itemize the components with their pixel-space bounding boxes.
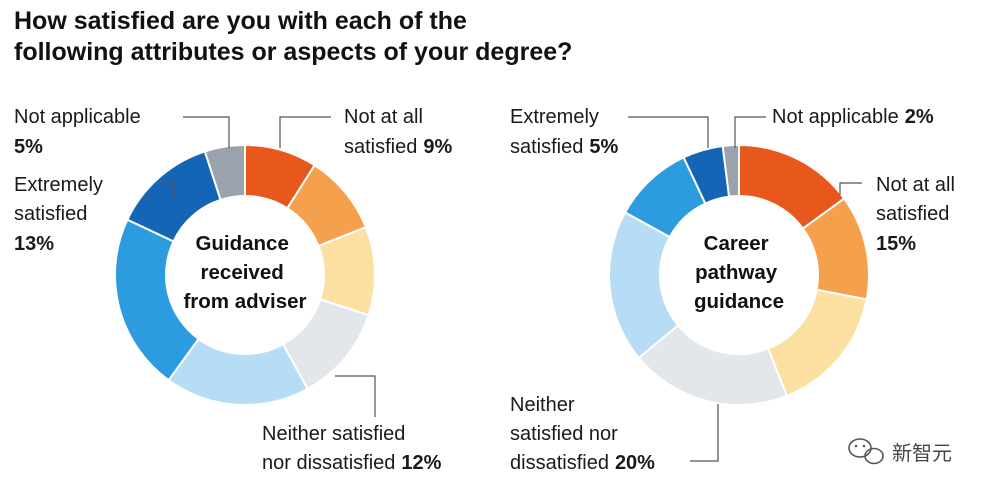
label-not-applicable: Not applicable 2% (772, 106, 934, 128)
donut-slice-not-applicable (721, 143, 740, 198)
label-neither: Neither satisfied nor dissatisfied 12% (262, 423, 442, 474)
donut-slice-not-applicable (203, 143, 246, 202)
leader-line (839, 182, 862, 195)
leader-line (690, 404, 719, 462)
donut-center-label: Guidance received from adviser (183, 232, 306, 313)
leader-line (335, 375, 376, 417)
center-label-line: from adviser (183, 290, 306, 313)
label-not-at-all-satisfied: Not at all satisfied 9% (344, 106, 452, 158)
center-label-line: Guidance (195, 232, 288, 255)
label-neither: Neither satisfied nor dissatisfied 20% (510, 394, 655, 474)
chart-title-line-1: How satisfied are you with each of the (14, 7, 467, 35)
chart-title: How satisfied are you with each of the f… (14, 6, 774, 68)
chart-title-line-2: following attributes or aspects of your … (14, 38, 573, 66)
center-label-line: guidance (694, 290, 784, 313)
leader-line (183, 116, 230, 148)
wechat-icon (848, 438, 884, 465)
leader-line (734, 116, 766, 148)
leader-line (279, 116, 331, 148)
donut-slices (114, 143, 376, 406)
leader-line (160, 182, 176, 197)
label-extremely-satisfied: Extremely satisfied 13% (14, 174, 108, 255)
label-not-at-all-satisfied: Not at all satisfied 15% (876, 174, 961, 255)
leader-line (628, 116, 709, 148)
center-label-line: Career (704, 232, 769, 255)
watermark: 新智元 (848, 438, 952, 465)
donut-slices (608, 143, 870, 406)
donut-center-label: Career pathway guidance (694, 232, 784, 313)
donut-chart-adviser-guidance: Guidance received from adviser (114, 143, 376, 406)
label-not-applicable: Not applicable 5% (14, 106, 146, 158)
donut-chart-career-pathway: Career pathway guidance (608, 143, 870, 406)
label-extremely-satisfied: Extremely satisfied 5% (510, 106, 618, 158)
center-label-line: received (201, 261, 284, 284)
center-label-line: pathway (695, 261, 778, 284)
watermark-text: 新智元 (892, 441, 952, 465)
